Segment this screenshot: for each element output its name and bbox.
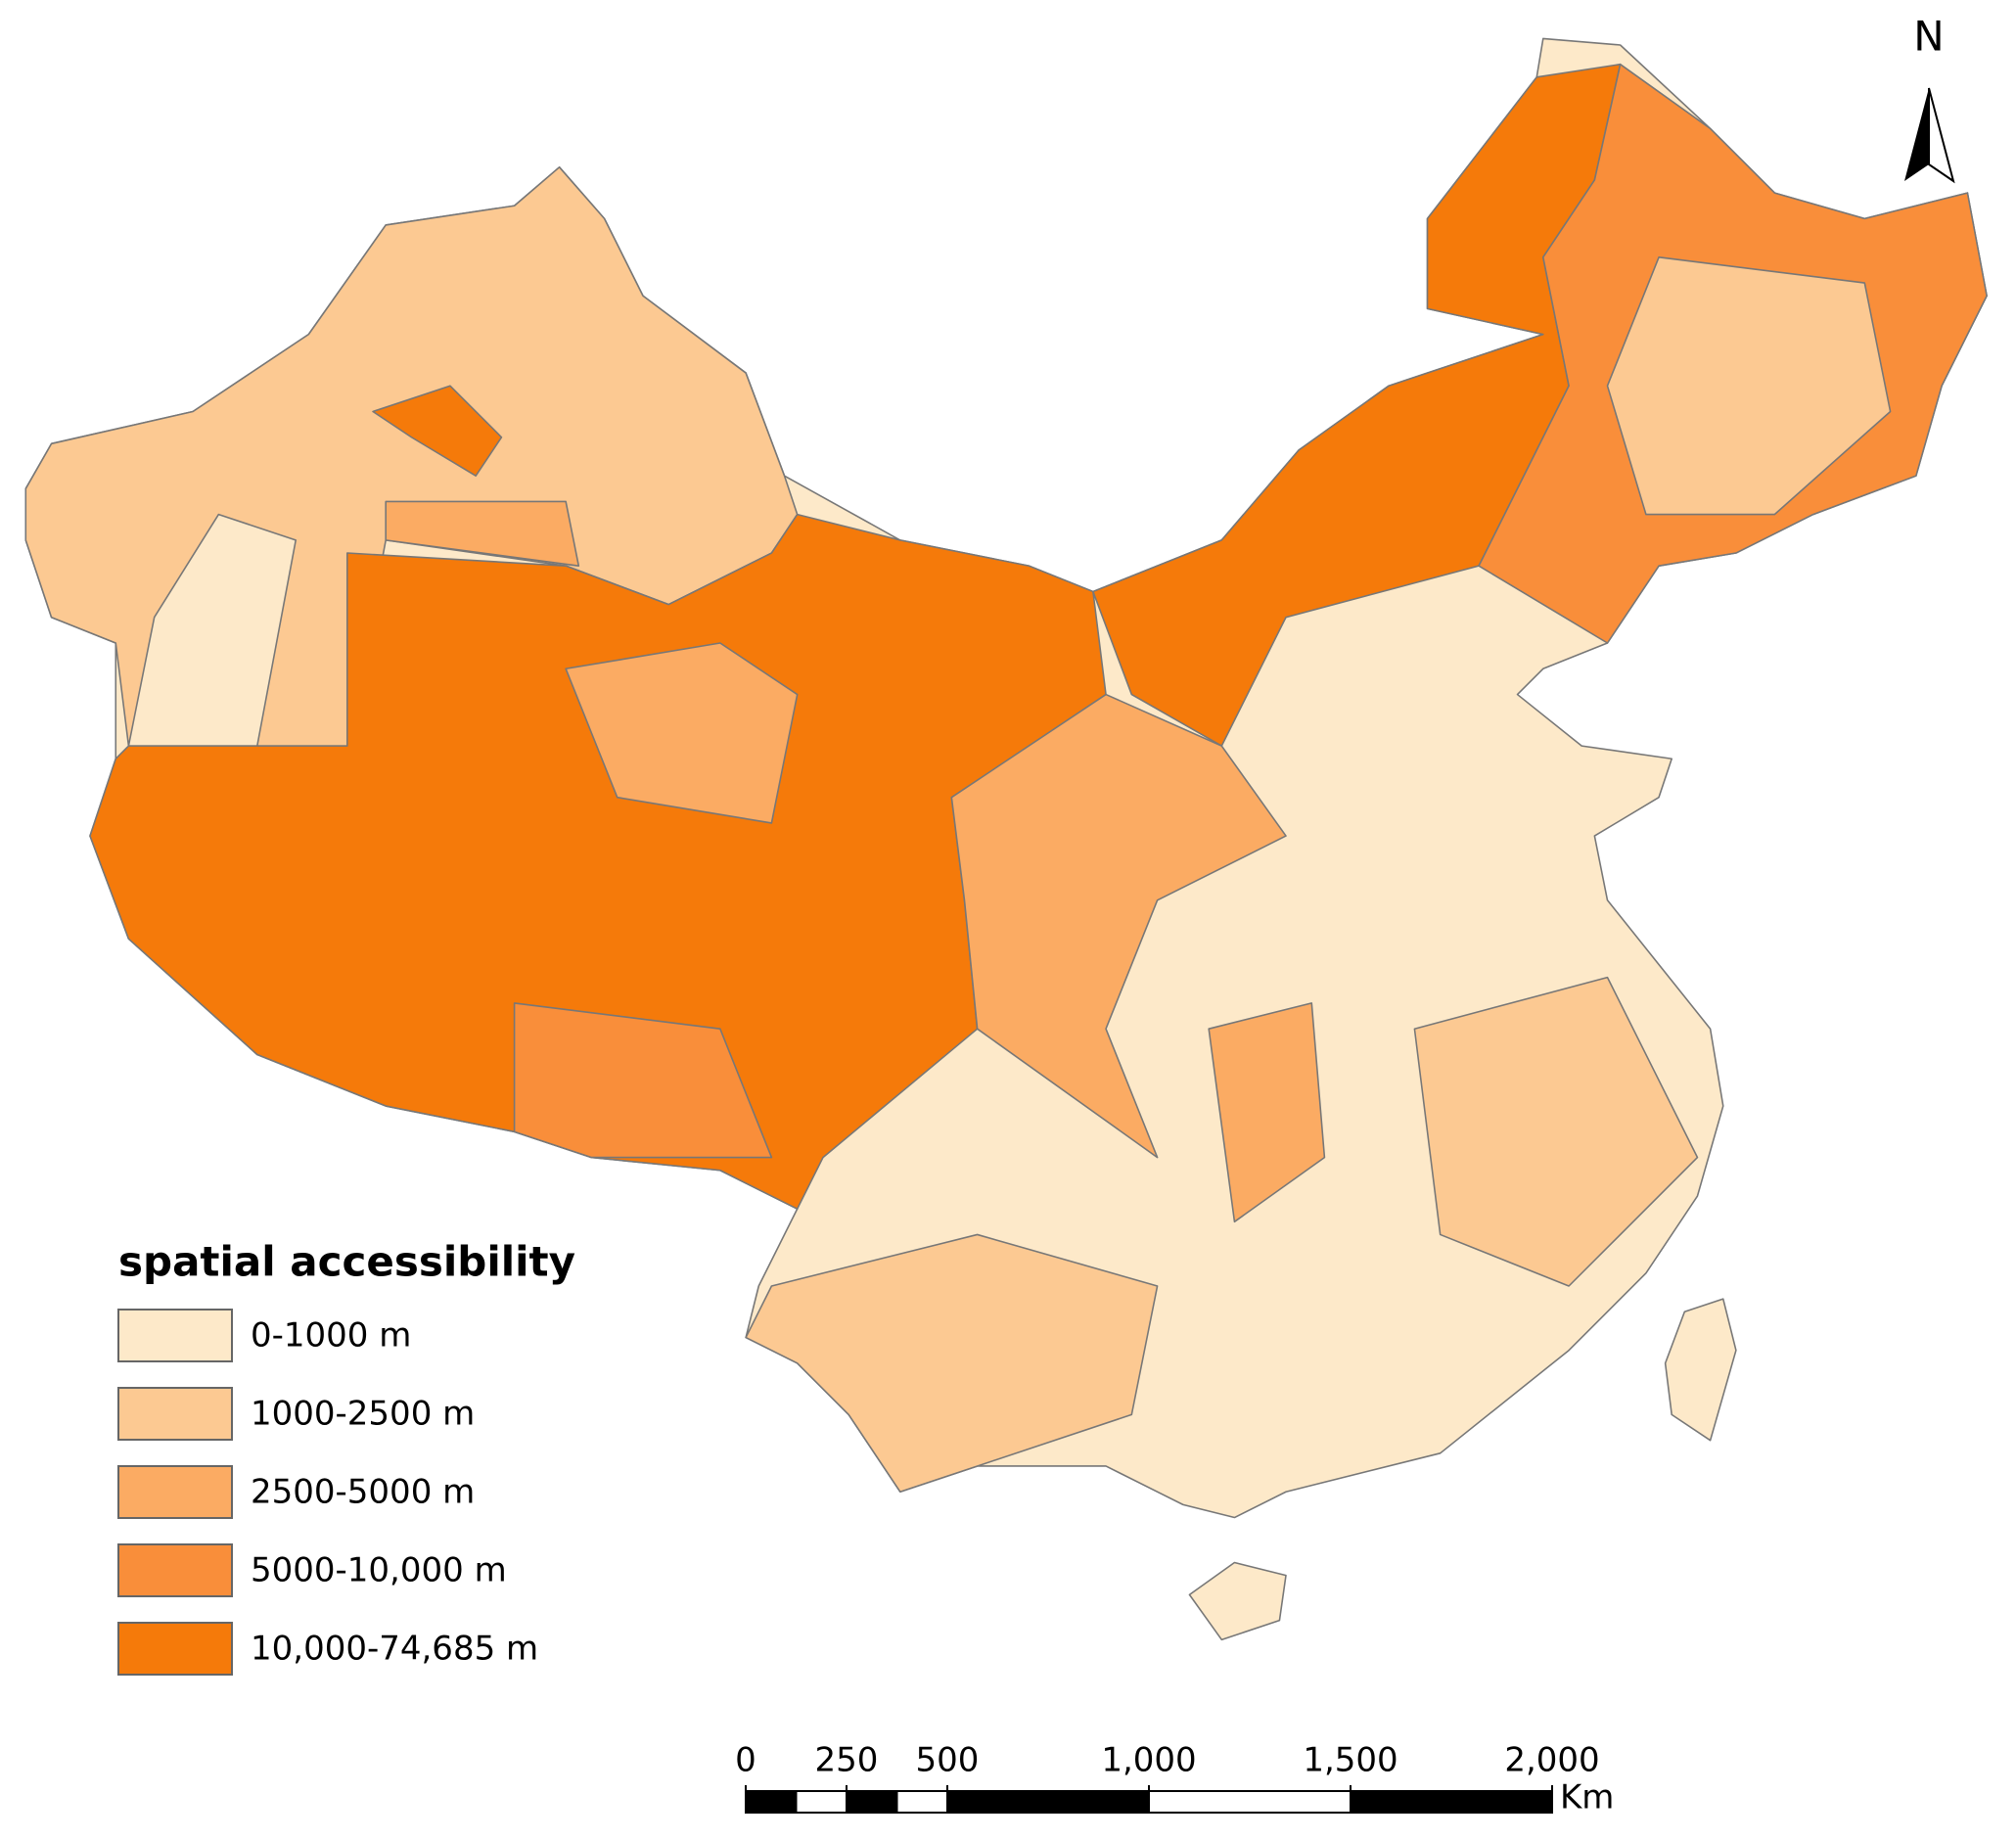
north-arrow: N (1904, 13, 1955, 184)
region (745, 1233, 1159, 1494)
legend-swatch (117, 1622, 233, 1676)
region (1606, 256, 1892, 516)
legend-label: 10,000-74,685 m (251, 1630, 538, 1669)
region (950, 693, 1287, 1159)
region (1664, 1298, 1737, 1442)
scale-label: 1,000 (1101, 1741, 1196, 1780)
scale-label: 500 (916, 1741, 980, 1780)
scale-segment (1350, 1790, 1553, 1814)
scale-label: 0 (735, 1741, 756, 1780)
legend-label: 2500-5000 m (251, 1473, 475, 1512)
region (385, 500, 580, 567)
scale-label: 250 (815, 1741, 879, 1780)
scale-label: 2,000 (1504, 1741, 1599, 1780)
china-map (24, 37, 1988, 1641)
region (1208, 1002, 1326, 1223)
scale-segment (895, 1790, 948, 1814)
region (565, 642, 799, 824)
legend-swatch (117, 1465, 233, 1519)
region (89, 513, 1107, 1210)
scale-segment (745, 1790, 798, 1814)
legend-label: 5000-10,000 m (251, 1551, 507, 1590)
legend-title: spatial accessibility (118, 1238, 575, 1286)
scale-segment (946, 1790, 1150, 1814)
north-label: N (1913, 13, 1944, 61)
arrow-half (1928, 87, 1955, 184)
legend-label: 0-1000 m (251, 1316, 411, 1356)
legend-swatch (117, 1309, 233, 1362)
region (513, 1002, 773, 1159)
region (372, 385, 503, 477)
region (1413, 976, 1699, 1287)
legend: spatial accessibility 0-1000 m 1000-2500 … (117, 1238, 575, 1676)
scale-label: 1,500 (1303, 1741, 1397, 1780)
arrow-half (1904, 88, 1929, 181)
legend-swatch (117, 1387, 233, 1441)
scale-segment (1148, 1790, 1352, 1814)
legend-swatch (117, 1543, 233, 1597)
legend-label: 1000-2500 m (251, 1395, 475, 1434)
scale-unit: Km (1560, 1778, 1614, 1817)
scale-segment (846, 1790, 898, 1814)
region (1188, 1561, 1287, 1641)
scale-segment (795, 1790, 848, 1814)
